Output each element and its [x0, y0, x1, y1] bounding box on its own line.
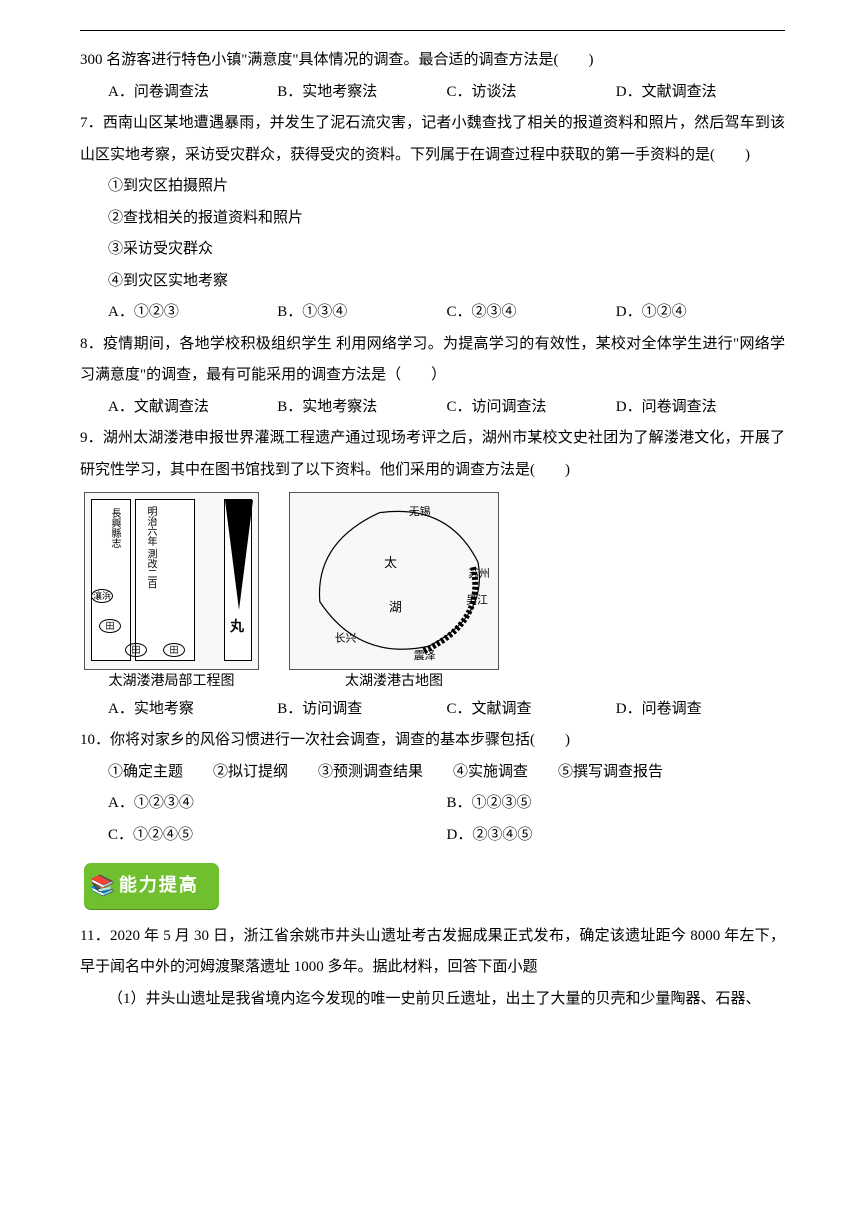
map-label-wuxi: 无锡 [409, 504, 431, 518]
q9-caption-2: 太湖溇港古地图 [289, 672, 499, 692]
q6-opt-d: D．文献调查法 [616, 77, 785, 109]
q9-image-2: 太 湖 无锡 苏州 吴江 长兴 震泽 [289, 492, 499, 670]
q6-options: A．问卷调查法 B．实地考察法 C．访谈法 D．文献调查法 [80, 77, 785, 109]
q10-opt-a: A．①②③④ [108, 788, 447, 820]
q10-opt-d: D．②③④⑤ [447, 820, 786, 852]
q10-options-row2: C．①②④⑤ D．②③④⑤ [80, 820, 785, 852]
img1-wan: 丸 [230, 613, 244, 642]
q10-stem: 10．你将对家乡的风俗习惯进行一次社会调查，调查的基本步骤包括( ) [80, 725, 785, 757]
q7-item-list: ①到灾区拍摄照片 ②查找相关的报道资料和照片 ③采访受灾群众 ④到灾区实地考察 [80, 171, 785, 297]
q9-opt-a: A．实地考察 [108, 694, 277, 726]
q8-opt-a: A．文献调查法 [108, 392, 277, 424]
q10-options-row1: A．①②③④ B．①②③⑤ [80, 788, 785, 820]
q8-opt-d: D．问卷调查法 [616, 392, 785, 424]
img1-bubble-4: 田 [163, 643, 185, 657]
ability-badge-text: 能力提高 [119, 867, 199, 905]
q6-opt-b: B．实地考察法 [277, 77, 446, 109]
img1-col-title: 長興縣志 [104, 508, 125, 548]
q9-image-1-box: 長興縣志 明治六年 測改二百 丸 瀼浜 田 田 田 太湖溇港局部工程图 [84, 492, 259, 692]
q8-opt-c: C．访问调查法 [447, 392, 616, 424]
q9-opt-b: B．访问调查 [277, 694, 446, 726]
img1-bubble-1: 瀼浜 [91, 589, 113, 603]
q6-opt-a: A．问卷调查法 [108, 77, 277, 109]
q9-options: A．实地考察 B．访问调查 C．文献调查 D．问卷调查 [80, 694, 785, 726]
q7-opt-d: D．①②④ [616, 297, 785, 329]
q8-stem: 8．疫情期间，各地学校积极组织学生 利用网络学习。为提高学习的有效性，某校对全体… [80, 329, 785, 392]
q8-options: A．文献调查法 B．实地考察法 C．访问调查法 D．问卷调查法 [80, 392, 785, 424]
img1-date: 明治六年 測改二百 [140, 506, 161, 589]
q7-opt-c: C．②③④ [447, 297, 616, 329]
q7-item-4: ④到灾区实地考察 [108, 266, 785, 298]
ability-badge: 📚 能力提高 [84, 863, 219, 909]
q10-opt-b: B．①②③⑤ [447, 788, 786, 820]
q11-sub1: （1）井头山遗址是我省境内迄今发现的唯一史前贝丘遗址，出土了大量的贝壳和少量陶器… [80, 984, 785, 1016]
q9-caption-1: 太湖溇港局部工程图 [84, 672, 259, 692]
q7-opt-a: A．①②③ [108, 297, 277, 329]
book-icon: 📚 [90, 876, 115, 896]
q7-stem: 7．西南山区某地遭遇暴雨，并发生了泥石流灾害，记者小魏查找了相关的报道资料和照片… [80, 108, 785, 171]
map-label-wujiang: 吴江 [466, 594, 488, 607]
q11-stem: 11．2020 年 5 月 30 日，浙江省余姚市井头山遗址考古发掘成果正式发布… [80, 921, 785, 984]
q7-opt-b: B．①③④ [277, 297, 446, 329]
q9-opt-d: D．问卷调查 [616, 694, 785, 726]
q7-options: A．①②③ B．①③④ C．②③④ D．①②④ [80, 297, 785, 329]
q9-opt-c: C．文献调查 [447, 694, 616, 726]
q9-image-2-box: 太 湖 无锡 苏州 吴江 长兴 震泽 太湖溇港古地图 [289, 492, 499, 692]
q9-stem: 9．湖州太湖溇港申报世界灌溉工程遗产通过现场考评之后，湖州市某校文史社团为了解溇… [80, 423, 785, 486]
q7-item-2: ②查找相关的报道资料和照片 [108, 203, 785, 235]
q7-item-1: ①到灾区拍摄照片 [108, 171, 785, 203]
q9-image-1: 長興縣志 明治六年 測改二百 丸 瀼浜 田 田 田 [84, 492, 259, 670]
q8-opt-b: B．实地考察法 [277, 392, 446, 424]
q6-stem-continuation: 300 名游客进行特色小镇"满意度"具体情况的调查。最合适的调查方法是( ) [80, 45, 785, 77]
img1-bubble-2: 田 [99, 619, 121, 633]
q10-items: ①确定主题 ②拟订提纲 ③预测调查结果 ④实施调查 ⑤撰写调查报告 [80, 757, 785, 789]
map-label-tai: 太 [384, 556, 397, 570]
map-label-hu: 湖 [389, 601, 402, 615]
q6-opt-c: C．访谈法 [447, 77, 616, 109]
map-label-changxing: 长兴 [335, 631, 357, 644]
q9-images: 長興縣志 明治六年 測改二百 丸 瀼浜 田 田 田 太湖溇港局部工程图 太 湖 … [80, 492, 785, 692]
q7-item-3: ③采访受灾群众 [108, 234, 785, 266]
img1-bubble-3: 田 [125, 643, 147, 657]
top-rule [80, 30, 785, 31]
map-label-zhenze: 震泽 [414, 649, 436, 662]
map-label-suzhou: 苏州 [468, 567, 490, 580]
q10-opt-c: C．①②④⑤ [108, 820, 447, 852]
